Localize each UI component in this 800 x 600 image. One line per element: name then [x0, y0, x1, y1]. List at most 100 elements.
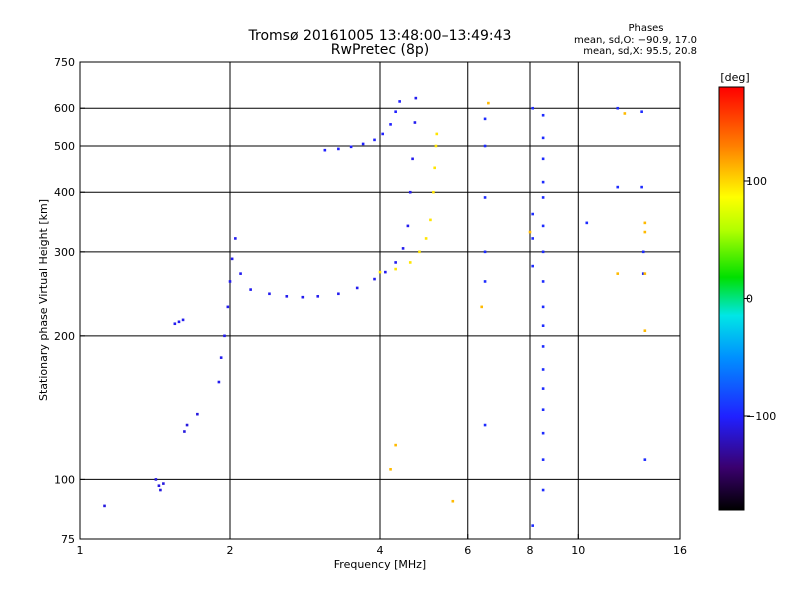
stats-o-mode: mean, sd,O: −90.9, 17.0	[574, 35, 697, 46]
x-axis-label: Frequency [MHz]	[334, 558, 426, 571]
x-tick-label: 8	[527, 544, 534, 557]
colorbar-label: [deg]	[720, 71, 749, 84]
data-point	[432, 190, 435, 194]
x-tick-label: 2	[227, 544, 234, 557]
data-point	[616, 185, 620, 189]
data-point	[228, 280, 232, 283]
colorbar-tick-label: 0	[746, 293, 753, 306]
data-point	[337, 292, 340, 296]
data-point	[230, 257, 234, 261]
data-point	[411, 157, 414, 161]
data-point	[541, 408, 545, 412]
data-point	[408, 190, 412, 194]
colorbar-tick-label: −100	[746, 410, 776, 423]
data-point	[196, 412, 199, 416]
data-point	[483, 250, 487, 254]
data-point	[531, 237, 534, 240]
data-point	[541, 324, 545, 328]
data-point	[541, 345, 545, 348]
data-point	[219, 356, 223, 359]
data-point	[337, 147, 340, 151]
data-point	[316, 295, 320, 298]
data-point	[541, 180, 545, 184]
data-point	[435, 132, 439, 136]
x-tick-label: 6	[464, 544, 471, 557]
y-tick-label: 600	[54, 102, 75, 115]
data-point	[480, 305, 484, 309]
data-point	[239, 272, 242, 275]
data-points	[103, 96, 647, 527]
y-tick-labels: 75 100 200 300 400 500 600 750	[54, 56, 85, 546]
data-point	[361, 142, 365, 146]
data-point	[616, 106, 620, 110]
data-point	[418, 250, 421, 254]
data-point	[413, 121, 417, 124]
data-point	[323, 148, 327, 152]
data-point	[483, 144, 487, 148]
x-tick-label: 10	[571, 544, 585, 557]
data-point	[487, 101, 490, 105]
y-tick-label: 750	[54, 56, 75, 69]
data-point	[162, 482, 165, 485]
data-point	[541, 250, 545, 254]
colorbar-tick-label: 100	[746, 175, 767, 188]
data-point	[643, 272, 647, 275]
data-point	[433, 166, 436, 170]
data-point	[268, 292, 271, 296]
chart-title: Tromsø 20161005 13:48:00–13:49:43	[248, 28, 512, 44]
data-point	[643, 221, 647, 225]
data-point	[414, 96, 418, 100]
data-point	[541, 196, 545, 199]
data-point	[483, 196, 487, 199]
grid-lines	[80, 62, 680, 539]
data-point	[378, 270, 382, 274]
data-point	[483, 117, 487, 121]
chart-subtitle: RwPretec (8p)	[331, 42, 429, 58]
data-point	[623, 112, 627, 115]
data-point	[394, 261, 397, 264]
data-point	[389, 467, 392, 471]
data-point	[616, 272, 620, 275]
data-point	[541, 368, 545, 371]
data-point	[641, 272, 645, 275]
data-point	[373, 138, 376, 142]
data-point	[355, 286, 359, 290]
data-point	[384, 270, 387, 274]
colorbar-ticks: 100 0 −100	[744, 175, 776, 423]
x-tick-label: 4	[377, 544, 384, 557]
data-point	[159, 488, 162, 492]
x-tick-labels: 1 2 4 6 8 10 16	[77, 534, 687, 557]
y-axis-label: Stationary phase Virtual Height [km]	[37, 199, 50, 401]
data-point	[177, 320, 181, 324]
data-point	[249, 288, 252, 291]
stats-heading: Phases	[628, 23, 663, 34]
data-point	[541, 387, 545, 390]
data-point	[541, 431, 545, 435]
data-point	[424, 237, 428, 240]
data-point	[181, 318, 185, 322]
data-point	[483, 423, 487, 427]
data-point	[154, 478, 158, 481]
data-point	[394, 267, 397, 271]
y-tick-label: 200	[54, 330, 75, 343]
data-point	[406, 224, 410, 228]
data-point	[643, 230, 647, 234]
data-point	[451, 499, 455, 503]
data-point	[541, 157, 545, 161]
data-point	[541, 280, 545, 283]
data-point	[640, 110, 643, 114]
data-point	[217, 380, 221, 384]
data-point	[394, 443, 397, 447]
data-point	[541, 113, 545, 117]
data-point	[531, 212, 534, 216]
data-point	[394, 110, 397, 114]
data-point	[103, 504, 106, 508]
data-point	[285, 295, 289, 298]
y-tick-label: 300	[54, 246, 75, 259]
data-point	[585, 221, 589, 225]
data-point	[173, 322, 177, 326]
y-tick-label: 400	[54, 186, 75, 199]
data-point	[640, 185, 643, 189]
data-point	[541, 305, 545, 309]
